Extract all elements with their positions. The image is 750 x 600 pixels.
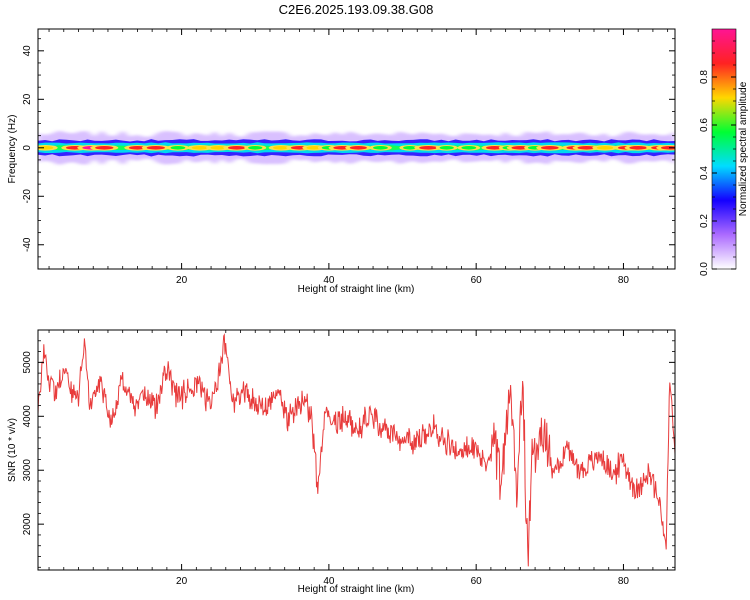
spectrogram-frame <box>37 28 676 270</box>
spectrogram-x-tick-label: 60 <box>471 275 483 286</box>
colorbar-tick-label: 0.2 <box>699 214 710 228</box>
snr-series <box>38 333 675 567</box>
spectrogram-peak <box>146 145 165 150</box>
snr-panel: 20 40 60 80 2000 3000 4000 5000 Height of stra… <box>7 329 676 595</box>
snr-background <box>38 330 675 570</box>
spectrogram-peak <box>170 145 186 150</box>
chart-title: C2E6.2025.193.09.38.G08 <box>279 2 434 17</box>
snr-y-tick-label: 5000 <box>22 351 33 374</box>
spectrogram-y-tick-label: -20 <box>22 189 33 204</box>
colorbar-ticks: 0.0 0.2 0.4 0.6 0.8 <box>699 40 736 276</box>
colorbar-tick-label: 0.4 <box>699 166 710 180</box>
spectrogram-peak <box>95 145 114 150</box>
snr-x-ticks: 20 40 60 80 <box>48 330 669 587</box>
colorbar-tick-label: 0.8 <box>699 70 710 84</box>
spectrogram-peak <box>373 145 388 150</box>
snr-x-tick-label: 80 <box>618 576 630 587</box>
spectrogram-peak <box>403 145 417 150</box>
spectrogram-peak <box>191 145 209 150</box>
spectrogram-y-tick-label: 20 <box>22 93 33 105</box>
spectrogram-x-tick-label: 40 <box>323 275 335 286</box>
spectrogram-peak <box>596 145 614 150</box>
spectrogram-peak <box>485 145 504 150</box>
snr-x-tick-label: 40 <box>323 576 335 587</box>
spectrogram-peak <box>128 145 146 150</box>
spectrogram-peak <box>210 145 227 150</box>
spectrogram-peak <box>461 145 477 150</box>
spectrogram-x-ticks: 20 40 60 80 <box>48 29 669 286</box>
spectrogram-x-tick-label: 20 <box>176 275 188 286</box>
snr-x-label: Height of straight line (km) <box>298 584 415 595</box>
spectrogram-y-tick-label: -40 <box>22 237 33 252</box>
snr-x-tick-label: 20 <box>176 576 188 587</box>
snr-x-tick-label: 60 <box>471 576 483 587</box>
spectrogram-y-ticks: -40 -20 0 20 40 <box>22 38 675 270</box>
spectrogram-peak <box>248 145 263 150</box>
spectrogram-peak <box>629 145 648 150</box>
colorbar-label: Normalized spectral amplitude <box>738 81 749 216</box>
snr-y-tick-label: 3000 <box>22 459 33 482</box>
spectrogram-panel: 20 40 60 80 -40 -20 0 20 40 Height of straight … <box>7 28 676 295</box>
spectrogram-y-label: Frequency (Hz) <box>7 115 18 184</box>
snr-y-ticks: 2000 3000 4000 5000 <box>22 329 675 568</box>
spectrogram-peak <box>227 145 246 150</box>
spectrogram-peak <box>577 145 596 150</box>
snr-frame <box>37 329 676 571</box>
colorbar: 0.0 0.2 0.4 0.6 0.8 Normalized spectral ampl… <box>699 28 749 276</box>
snr-y-tick-label: 2000 <box>22 513 33 536</box>
spectrogram-peak <box>439 145 454 150</box>
spectrogram-peak <box>349 145 367 150</box>
spectrogram-y-tick-label: 40 <box>22 45 33 57</box>
snr-series-line <box>38 333 675 567</box>
spectrogram-peak <box>419 145 438 150</box>
spectrogram-band <box>38 130 675 166</box>
snr-y-tick-label: 4000 <box>22 405 33 428</box>
colorbar-tick-label: 0.6 <box>699 118 710 132</box>
spectrogram-peak <box>273 145 290 150</box>
spectrogram-peak <box>38 145 54 150</box>
colorbar-gradient <box>712 29 736 269</box>
snr-y-label: SNR (10 * v/v) <box>7 418 18 482</box>
spectrogram-peak <box>306 145 322 150</box>
spectrogram-x-tick-label: 80 <box>618 275 630 286</box>
spectrogram-peak <box>540 145 559 150</box>
spectrogram-peak <box>660 145 675 150</box>
colorbar-tick-label: 0.0 <box>699 262 710 276</box>
spectrogram-y-tick-label: 0 <box>22 145 33 151</box>
spectrogram-x-label: Height of straight line (km) <box>298 284 415 295</box>
